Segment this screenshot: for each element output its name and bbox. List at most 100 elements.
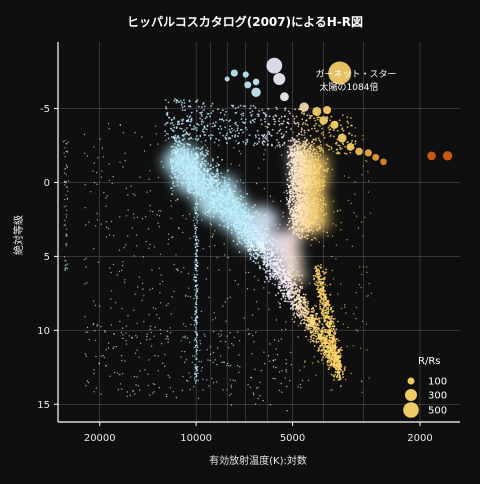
star-point bbox=[312, 150, 314, 152]
star-point bbox=[245, 211, 247, 213]
star-point bbox=[252, 119, 254, 121]
star-point bbox=[220, 193, 222, 195]
star-point bbox=[274, 257, 276, 259]
star-point bbox=[201, 182, 203, 184]
star-point bbox=[177, 167, 179, 169]
star-point bbox=[299, 229, 301, 231]
star-point bbox=[282, 276, 284, 278]
star-point bbox=[334, 318, 336, 320]
star-point bbox=[286, 199, 288, 201]
star-point bbox=[267, 133, 269, 135]
star-point bbox=[329, 325, 331, 327]
star-point bbox=[293, 321, 295, 323]
star-point bbox=[312, 184, 314, 186]
star-point bbox=[325, 213, 327, 215]
star-point bbox=[315, 140, 317, 142]
star-point bbox=[298, 311, 300, 313]
star-point bbox=[192, 170, 194, 172]
star-point bbox=[295, 171, 297, 173]
star-point bbox=[205, 170, 207, 172]
star-point bbox=[247, 235, 249, 237]
star-point bbox=[283, 120, 285, 122]
star-point bbox=[240, 198, 242, 200]
star-point bbox=[218, 175, 220, 177]
star-point bbox=[310, 331, 312, 333]
star-point bbox=[306, 165, 308, 167]
star-point bbox=[326, 169, 328, 171]
star-point bbox=[198, 156, 200, 158]
star-point bbox=[188, 179, 190, 181]
star-point bbox=[290, 177, 292, 179]
star-point bbox=[186, 172, 188, 174]
star-point bbox=[206, 195, 208, 197]
star-point bbox=[187, 120, 189, 122]
star-point bbox=[285, 274, 287, 276]
star-point bbox=[179, 145, 181, 147]
star-point bbox=[192, 166, 194, 168]
star-point bbox=[300, 209, 302, 211]
star-point bbox=[207, 189, 209, 191]
star-point bbox=[202, 130, 204, 132]
star-point bbox=[207, 113, 209, 115]
star-point bbox=[188, 169, 190, 171]
star-point bbox=[322, 311, 324, 313]
star-point bbox=[260, 228, 262, 230]
star-point bbox=[252, 207, 254, 209]
star-point bbox=[275, 251, 277, 253]
star-point bbox=[240, 105, 242, 107]
star-point bbox=[304, 299, 306, 301]
star-point bbox=[183, 99, 185, 101]
star-point bbox=[308, 130, 310, 132]
star-point bbox=[241, 118, 243, 120]
star-point bbox=[207, 187, 209, 189]
star-point bbox=[232, 135, 234, 137]
star-point bbox=[214, 181, 216, 183]
star-point bbox=[313, 315, 315, 317]
star-point bbox=[323, 348, 325, 350]
star-point bbox=[178, 171, 180, 173]
star-point bbox=[321, 317, 323, 319]
star-point bbox=[313, 148, 315, 150]
star-point bbox=[204, 213, 206, 215]
star-point bbox=[288, 123, 290, 125]
star-point bbox=[301, 288, 303, 290]
star-point bbox=[327, 300, 329, 302]
star-point bbox=[297, 213, 299, 215]
star-point bbox=[230, 214, 232, 216]
star-point bbox=[290, 140, 292, 142]
star-point bbox=[333, 333, 335, 335]
star-point bbox=[240, 205, 242, 207]
star-point bbox=[289, 228, 291, 230]
star-point bbox=[183, 135, 185, 137]
star-point bbox=[282, 255, 284, 257]
star-point bbox=[327, 324, 329, 326]
star-point bbox=[177, 199, 179, 201]
star-point bbox=[209, 179, 211, 181]
star-point bbox=[256, 234, 258, 236]
star-point bbox=[168, 102, 170, 104]
star-point bbox=[322, 188, 324, 190]
star-point bbox=[210, 112, 212, 114]
star-point bbox=[201, 111, 203, 113]
star-point bbox=[237, 125, 239, 127]
star-point bbox=[324, 346, 326, 348]
star-point bbox=[236, 243, 238, 245]
star-point bbox=[331, 337, 333, 339]
star-point bbox=[337, 372, 339, 374]
star-point bbox=[330, 362, 332, 364]
star-point bbox=[304, 330, 306, 332]
star-point bbox=[321, 332, 323, 334]
star-point bbox=[194, 127, 196, 129]
star-point bbox=[244, 227, 246, 229]
star-point bbox=[267, 140, 269, 142]
star-point bbox=[206, 152, 208, 154]
star-point bbox=[317, 350, 319, 352]
star-point bbox=[190, 115, 192, 117]
star-point bbox=[230, 132, 232, 134]
star-point bbox=[264, 228, 266, 230]
star-point bbox=[211, 196, 213, 198]
star-point bbox=[238, 241, 240, 243]
star-point bbox=[221, 185, 223, 187]
star-point bbox=[316, 273, 318, 275]
star-point bbox=[247, 141, 249, 143]
